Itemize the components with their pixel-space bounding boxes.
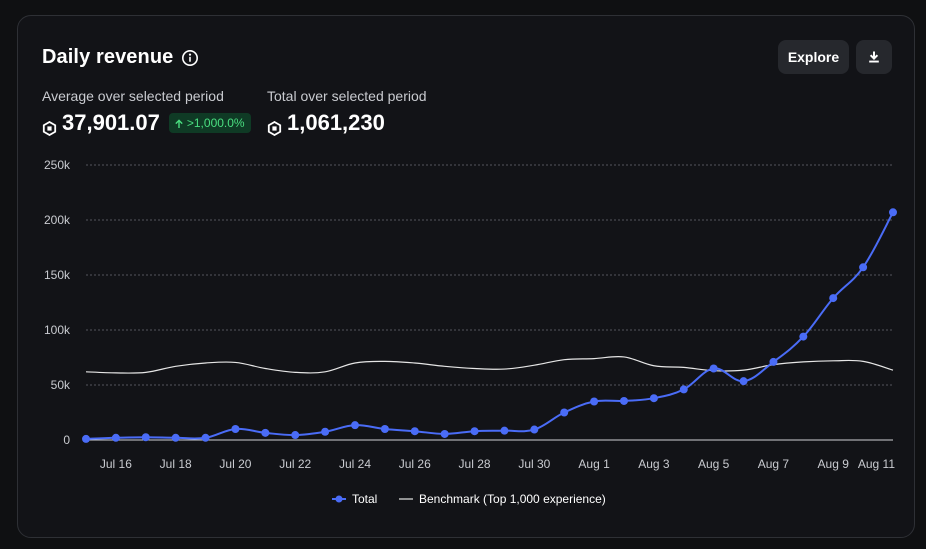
total-data-point — [440, 429, 449, 438]
x-tick-label: Aug 9 — [818, 457, 850, 471]
x-tick-label: Aug 1 — [578, 457, 610, 471]
card-header: Daily revenue — [42, 46, 199, 69]
robux-icon — [267, 116, 282, 136]
total-data-point — [769, 357, 778, 366]
explore-button[interactable]: Explore — [778, 40, 849, 74]
total-data-point — [171, 433, 180, 442]
total-data-point — [829, 294, 838, 303]
total-stat: 1,061,230 — [267, 110, 385, 136]
x-tick-label: Jul 16 — [100, 457, 132, 471]
total-data-point — [799, 332, 808, 341]
total-data-point — [889, 208, 897, 217]
y-tick-label: 50k — [51, 378, 71, 392]
download-icon — [867, 50, 881, 64]
change-badge: >1,000.0% — [168, 113, 251, 133]
x-tick-label: Aug 11 — [858, 457, 895, 471]
robux-icon — [42, 116, 57, 136]
total-data-point — [111, 433, 120, 442]
average-stat: 37,901.07 >1,000.0% — [42, 110, 251, 136]
total-data-point — [261, 428, 270, 437]
x-tick-label: Jul 24 — [339, 457, 371, 471]
x-tick-label: Aug 5 — [698, 457, 730, 471]
download-button[interactable] — [856, 40, 892, 74]
y-tick-label: 200k — [44, 213, 71, 227]
x-tick-label: Jul 18 — [160, 457, 192, 471]
average-label: Average over selected period — [42, 88, 224, 104]
total-data-point — [141, 433, 150, 442]
total-data-point — [620, 396, 628, 405]
total-data-point — [709, 364, 718, 373]
total-value: 1,061,230 — [287, 110, 385, 135]
total-data-point — [380, 425, 389, 433]
arrow-up-icon — [174, 118, 184, 128]
x-tick-label: Jul 22 — [279, 457, 311, 471]
total-data-point — [500, 426, 509, 435]
total-data-point — [231, 425, 240, 433]
card-title: Daily revenue — [42, 46, 174, 68]
total-data-point — [410, 427, 419, 436]
total-data-point — [201, 433, 210, 442]
total-data-point — [560, 408, 569, 417]
total-label: Total over selected period — [267, 88, 427, 104]
total-data-point — [82, 434, 90, 443]
x-tick-label: Jul 20 — [219, 457, 251, 471]
x-tick-label: Aug 7 — [758, 457, 790, 471]
daily-revenue-card: Daily revenue Explore Average over selec… — [17, 15, 915, 538]
x-tick-label: Jul 30 — [518, 457, 550, 471]
x-tick-label: Jul 28 — [459, 457, 491, 471]
revenue-chart[interactable]: 0 50k 100k 150k 200k 250k Jul 16 Jul 18 Jul 20 J… — [18, 16, 916, 539]
average-value: 37,901.07 — [62, 110, 160, 135]
info-icon[interactable] — [181, 49, 199, 67]
total-data-point — [679, 385, 688, 394]
x-tick-label: Aug 3 — [638, 457, 670, 471]
legend-marker-total — [335, 495, 343, 503]
change-value: >1,000.0% — [186, 116, 245, 130]
y-tick-label: 0 — [63, 433, 70, 447]
total-series-line — [85, 211, 894, 440]
benchmark-series-line — [85, 355, 894, 374]
y-tick-label: 150k — [44, 268, 71, 282]
total-data-point — [859, 263, 868, 272]
total-data-point — [470, 427, 479, 436]
total-data-point — [649, 394, 658, 403]
x-tick-label: Jul 26 — [399, 457, 431, 471]
legend-label-total: Total — [352, 492, 377, 506]
y-tick-label: 100k — [44, 323, 71, 337]
total-data-point — [351, 421, 359, 430]
y-tick-label: 250k — [44, 158, 71, 172]
total-data-point — [590, 397, 599, 406]
total-data-point — [530, 425, 539, 434]
total-data-point — [291, 431, 300, 440]
total-data-point — [321, 427, 330, 436]
total-data-point — [739, 377, 748, 386]
legend-label-benchmark: Benchmark (Top 1,000 experience) — [419, 492, 606, 506]
